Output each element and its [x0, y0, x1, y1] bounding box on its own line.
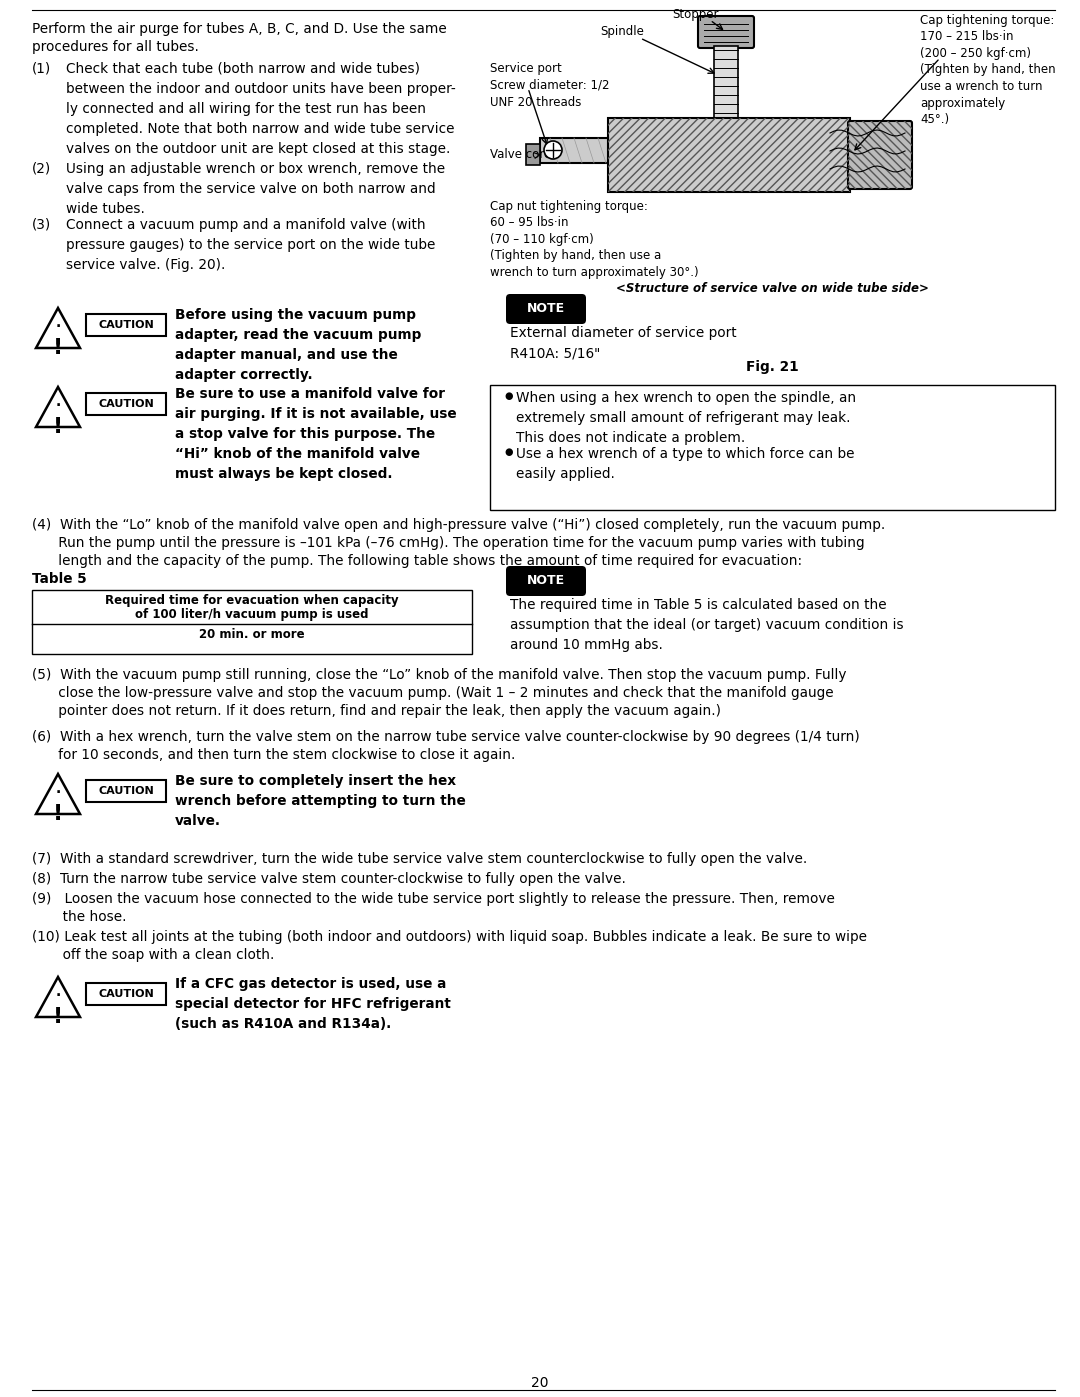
Text: .: .: [55, 782, 60, 796]
Text: (6)  With a hex wrench, turn the valve stem on the narrow tube service valve cou: (6) With a hex wrench, turn the valve st…: [32, 731, 860, 745]
Text: !: !: [53, 338, 63, 358]
Text: (8)  Turn the narrow tube service valve stem counter-clockwise to fully open the: (8) Turn the narrow tube service valve s…: [32, 872, 626, 886]
Text: Required time for evacuation when capacity: Required time for evacuation when capaci…: [105, 594, 399, 608]
Text: CAUTION: CAUTION: [98, 320, 153, 330]
Text: (7)  With a standard screwdriver, turn the wide tube service valve stem counterc: (7) With a standard screwdriver, turn th…: [32, 852, 807, 866]
Text: Using an adjustable wrench or box wrench, remove the
valve caps from the service: Using an adjustable wrench or box wrench…: [66, 162, 445, 217]
Text: Cap tightening torque:
170 – 215 lbs·in
(200 – 250 kgf·cm)
(Tighten by hand, the: Cap tightening torque: 170 – 215 lbs·in …: [920, 14, 1055, 126]
Text: Table 5: Table 5: [32, 571, 86, 585]
Polygon shape: [36, 774, 80, 814]
Bar: [86, 314, 166, 337]
Text: CAUTION: CAUTION: [98, 787, 153, 796]
Text: Use a hex wrench of a type to which force can be
easily applied.: Use a hex wrench of a type to which forc…: [516, 447, 854, 481]
Bar: [32, 590, 472, 654]
Bar: [86, 393, 166, 415]
Text: CAUTION: CAUTION: [98, 989, 153, 999]
Text: !: !: [53, 1007, 63, 1027]
Text: Be sure to use a manifold valve for
air purging. If it is not available, use
a s: Be sure to use a manifold valve for air …: [175, 387, 457, 481]
Text: Perform the air purge for tubes A, B, C, and D. Use the same: Perform the air purge for tubes A, B, C,…: [32, 22, 447, 36]
Text: (1): (1): [32, 61, 51, 75]
FancyBboxPatch shape: [848, 122, 912, 189]
Bar: [86, 983, 166, 1004]
Polygon shape: [36, 977, 80, 1017]
Text: !: !: [53, 416, 63, 437]
Bar: [714, 46, 738, 117]
Text: off the soap with a clean cloth.: off the soap with a clean cloth.: [32, 949, 274, 963]
Text: ●: ●: [504, 447, 513, 457]
Text: for 10 seconds, and then turn the stem clockwise to close it again.: for 10 seconds, and then turn the stem c…: [32, 747, 515, 761]
Text: The required time in Table 5 is calculated based on the
assumption that the idea: The required time in Table 5 is calculat…: [510, 598, 904, 652]
Text: If a CFC gas detector is used, use a
special detector for HFC refrigerant
(such : If a CFC gas detector is used, use a spe…: [175, 977, 450, 1031]
Circle shape: [544, 141, 562, 159]
Text: (10) Leak test all joints at the tubing (both indoor and outdoors) with liquid s: (10) Leak test all joints at the tubing …: [32, 930, 867, 944]
Text: .: .: [55, 395, 60, 409]
Text: Run the pump until the pressure is –101 kPa (–76 cmHg). The operation time for t: Run the pump until the pressure is –101 …: [32, 536, 865, 550]
Text: Stopper: Stopper: [672, 8, 718, 21]
Text: 20 min. or more: 20 min. or more: [199, 629, 305, 641]
Text: length and the capacity of the pump. The following table shows the amount of tim: length and the capacity of the pump. The…: [32, 555, 802, 569]
Text: When using a hex wrench to open the spindle, an
extremely small amount of refrig: When using a hex wrench to open the spin…: [516, 391, 856, 446]
Bar: [86, 780, 166, 802]
Text: procedures for all tubes.: procedures for all tubes.: [32, 41, 199, 54]
Text: !: !: [53, 805, 63, 824]
Text: ●: ●: [504, 391, 513, 401]
Text: Cap nut tightening torque:
60 – 95 lbs·in
(70 – 110 kgf·cm)
(Tighten by hand, th: Cap nut tightening torque: 60 – 95 lbs·i…: [490, 200, 699, 279]
Bar: [540, 138, 608, 163]
Text: Fig. 21: Fig. 21: [746, 360, 799, 374]
Text: (5)  With the vacuum pump still running, close the “Lo” knob of the manifold val: (5) With the vacuum pump still running, …: [32, 668, 847, 682]
Text: close the low-pressure valve and stop the vacuum pump. (Wait 1 – 2 minutes and c: close the low-pressure valve and stop th…: [32, 686, 834, 700]
Text: CAUTION: CAUTION: [98, 400, 153, 409]
Text: Valve core: Valve core: [490, 148, 551, 161]
Bar: [608, 117, 850, 191]
Text: of 100 liter/h vacuum pump is used: of 100 liter/h vacuum pump is used: [135, 608, 368, 622]
Bar: [490, 386, 1055, 510]
Bar: [526, 144, 540, 165]
Text: .: .: [55, 316, 60, 330]
Text: Before using the vacuum pump
adapter, read the vacuum pump
adapter manual, and u: Before using the vacuum pump adapter, re…: [175, 307, 421, 383]
Text: 20: 20: [531, 1376, 549, 1390]
Text: (4)  With the “Lo” knob of the manifold valve open and high-pressure valve (“Hi”: (4) With the “Lo” knob of the manifold v…: [32, 518, 886, 532]
FancyBboxPatch shape: [507, 566, 586, 597]
Polygon shape: [36, 387, 80, 427]
Text: (2): (2): [32, 162, 51, 176]
Text: (3): (3): [32, 218, 51, 232]
Text: .: .: [55, 985, 60, 999]
FancyBboxPatch shape: [698, 15, 754, 47]
Text: <Structure of service valve on wide tube side>: <Structure of service valve on wide tube…: [616, 282, 929, 295]
FancyBboxPatch shape: [507, 293, 586, 324]
Bar: [608, 117, 850, 191]
Text: Be sure to completely insert the hex
wrench before attempting to turn the
valve.: Be sure to completely insert the hex wre…: [175, 774, 465, 828]
Text: External diameter of service port
R410A: 5/16": External diameter of service port R410A:…: [510, 326, 737, 360]
Text: Service port
Screw diameter: 1/2
UNF 20 threads: Service port Screw diameter: 1/2 UNF 20 …: [490, 61, 609, 109]
Text: NOTE: NOTE: [527, 574, 565, 588]
Text: the hose.: the hose.: [32, 909, 126, 923]
Polygon shape: [36, 307, 80, 348]
Text: (9)   Loosen the vacuum hose connected to the wide tube service port slightly to: (9) Loosen the vacuum hose connected to …: [32, 893, 835, 907]
Text: Check that each tube (both narrow and wide tubes)
between the indoor and outdoor: Check that each tube (both narrow and wi…: [66, 61, 456, 156]
Text: Spindle: Spindle: [600, 25, 644, 38]
Text: pointer does not return. If it does return, find and repair the leak, then apply: pointer does not return. If it does retu…: [32, 704, 721, 718]
Text: NOTE: NOTE: [527, 303, 565, 316]
Text: Connect a vacuum pump and a manifold valve (with
pressure gauges) to the service: Connect a vacuum pump and a manifold val…: [66, 218, 435, 272]
